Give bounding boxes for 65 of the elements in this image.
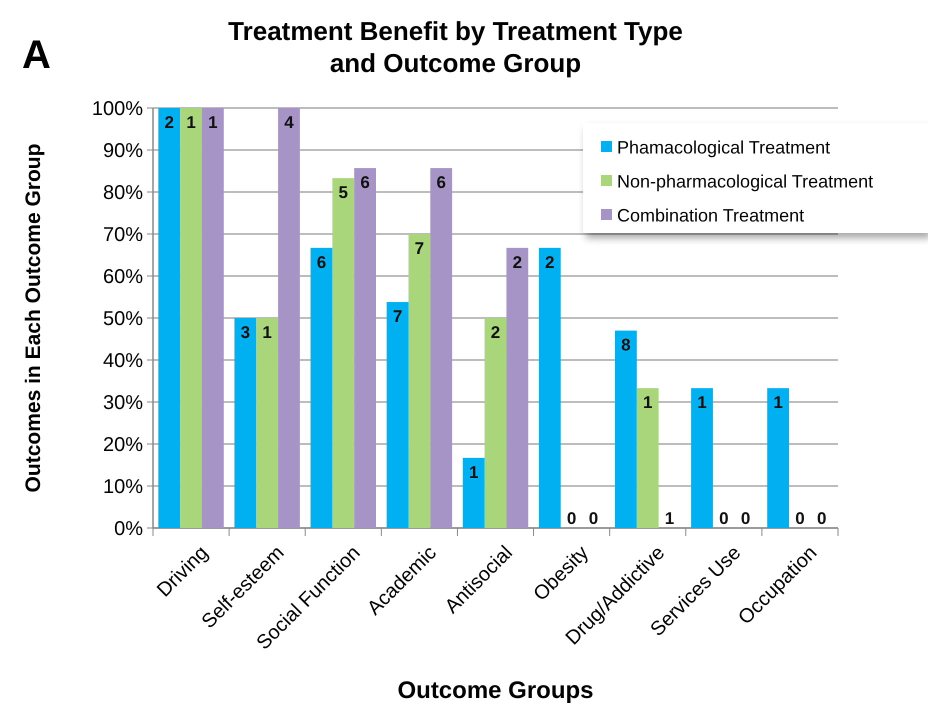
bar [354,168,376,528]
bar [506,248,528,528]
annotation: 0 [795,509,805,528]
annotation: 1 [642,393,652,412]
bar [408,234,430,528]
annotation: 2 [164,113,174,132]
annotation: 5 [338,183,348,202]
bar [256,318,278,528]
bar [180,108,202,528]
annotation: 1 [697,393,707,412]
annotation: 3 [240,323,250,342]
annotation: 7 [392,307,402,326]
y-tick-label: 70% [102,224,144,246]
bar [278,108,300,528]
bar [767,388,790,528]
bar [430,168,452,528]
annotation: 0 [817,509,826,528]
bar [691,388,713,528]
x-axis-title: Outcome Groups [397,677,594,704]
y-tick-label: 30% [102,392,144,414]
annotation: 1 [262,323,272,342]
annotation: 6 [360,173,370,192]
annotation: 2 [512,252,522,272]
legend-label: Combination Treatment [617,205,804,226]
text: A [22,33,51,77]
bar [202,108,224,528]
bar [484,318,506,528]
bar [234,318,256,528]
y-tick-label: 10% [102,476,144,498]
y-tick-label: 100% [92,98,144,120]
annotation: 6 [316,252,326,272]
y-tick-label: 40% [102,350,144,372]
legend-label: Phamacological Treatment [617,137,830,158]
annotation: 7 [414,239,424,258]
annotation: 1 [468,462,478,482]
chart-title: Treatment Benefit by Treatment Type and Outcome Group [228,16,683,78]
y-axis-title: Outcomes in Each Outcome Group [22,144,45,492]
annotation: 0 [588,509,598,528]
bar [158,108,180,528]
annotation: 1 [773,393,783,412]
y-tick-label: 50% [102,308,144,330]
annotation: 1 [208,113,218,132]
bar [538,248,561,528]
annotation: 6 [436,173,446,192]
annotation: 2 [490,323,500,342]
y-tick-label: 60% [102,266,144,288]
y-tick-label: 80% [102,182,144,204]
bar [614,330,637,528]
annotation: 2 [545,252,555,272]
bar [332,178,354,528]
annotation: 4 [284,113,294,132]
bar [310,248,332,528]
annotation: 0 [740,509,750,528]
annotation: 8 [621,336,631,355]
y-tick-label: 0% [114,518,144,540]
bar [462,458,485,528]
annotation: 1 [664,509,674,528]
y-tick-label: 20% [102,434,144,456]
annotation: 0 [719,509,729,528]
legend-label: Non-pharmacological Treatment [617,171,874,192]
annotation: 1 [186,113,196,132]
y-tick-label: 90% [102,140,144,162]
bar [386,302,408,528]
bar [636,388,659,528]
annotation: 0 [566,509,576,528]
